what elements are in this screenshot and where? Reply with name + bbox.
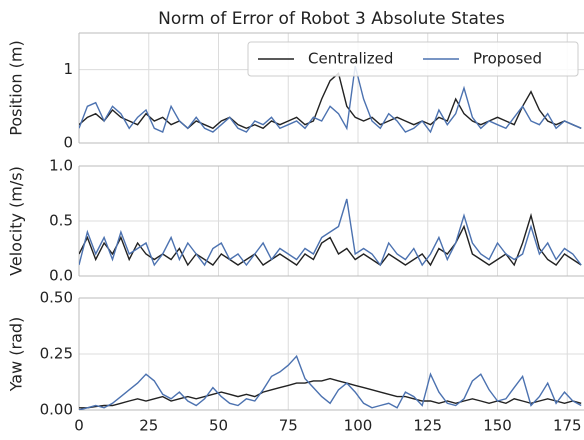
y-axis-label: Position (m)	[7, 40, 26, 135]
y-tick-label: 1	[63, 60, 73, 78]
x-tick-label: 175	[553, 417, 582, 435]
series-line	[79, 354, 582, 410]
x-tick-label: 150	[483, 417, 512, 435]
x-tick-label: 25	[139, 417, 158, 435]
y-tick-label: 0.25	[40, 345, 73, 363]
series-line	[79, 65, 582, 134]
x-tick-label: 50	[209, 417, 228, 435]
y-axis-label: Velocity (m/s)	[7, 166, 26, 276]
y-tick-label: 1.0	[49, 157, 73, 175]
x-tick-label: 75	[279, 417, 298, 435]
series-line	[79, 198, 582, 267]
x-tick-label: 125	[413, 417, 442, 435]
legend-label: Centralized	[308, 50, 393, 68]
y-tick-label: 0.0	[49, 267, 73, 285]
x-tick-label: 100	[344, 417, 373, 435]
chart-title: Norm of Error of Robot 3 Absolute States	[158, 9, 505, 29]
series-line	[79, 72, 582, 130]
y-axis-label: Yaw (rad)	[7, 317, 26, 393]
x-tick-label: 0	[74, 417, 84, 435]
y-tick-label: 0.00	[40, 401, 73, 419]
y-tick-label: 0.50	[40, 289, 73, 307]
y-tick-label: 0.5	[49, 212, 73, 230]
y-tick-label: 0	[63, 134, 73, 152]
legend-box	[247, 41, 579, 77]
legend-label: Proposed	[473, 50, 542, 68]
